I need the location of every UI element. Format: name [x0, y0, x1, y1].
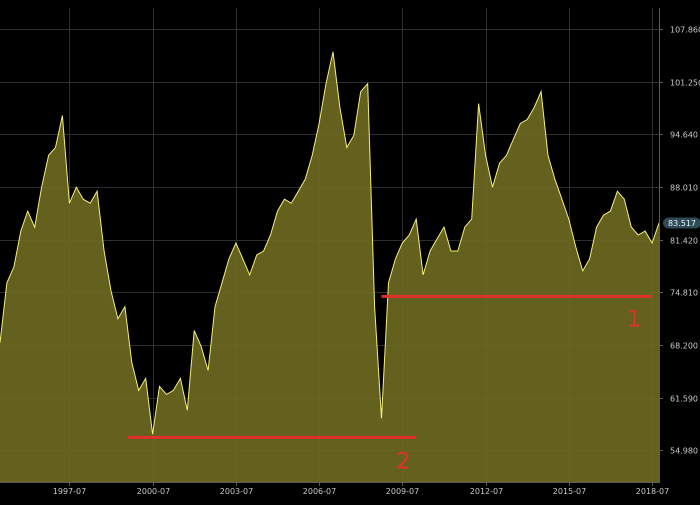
annotation-label-2: 2: [396, 449, 410, 474]
x-tick-label: 2018-07: [636, 487, 669, 496]
y-tick-label: 81.420: [670, 237, 698, 246]
y-tick-label: 68.200: [670, 342, 698, 351]
x-tick-label: 2015-07: [553, 487, 586, 496]
y-tick-label: 74.810: [670, 289, 698, 298]
y-tick-label: 54.980: [670, 447, 698, 456]
y-tick-label: 94.640: [670, 131, 698, 140]
x-tick-label: 2009-07: [386, 487, 419, 496]
x-tick-label: 2006-07: [303, 487, 336, 496]
x-axis-ticks: 1997-07 2000-07 2003-07 2006-07 2009-07 2012-…: [53, 482, 669, 496]
y-tick-label: 101.250: [670, 79, 700, 88]
current-value-label: 83.517: [668, 219, 696, 228]
annotation-label-1: 1: [627, 307, 641, 332]
series-area-fill: [0, 51, 659, 483]
x-tick-label: 1997-07: [53, 487, 86, 496]
current-value-badge: 83.517: [663, 217, 700, 229]
y-tick-label: 107.860: [670, 26, 700, 35]
y-axis-ticks: 107.860 101.250 94.640 88.010 81.420 74.810 68…: [659, 26, 700, 456]
x-tick-label: 2012-07: [470, 487, 503, 496]
y-tick-label: 88.010: [670, 184, 698, 193]
current-value-badge-bg: [663, 217, 700, 229]
y-tick-label: 61.590: [670, 395, 698, 404]
x-tick-label: 2003-07: [220, 487, 253, 496]
series-line: [0, 51, 660, 435]
x-tick-label: 2000-07: [137, 487, 170, 496]
annotations: 12: [127, 294, 653, 474]
